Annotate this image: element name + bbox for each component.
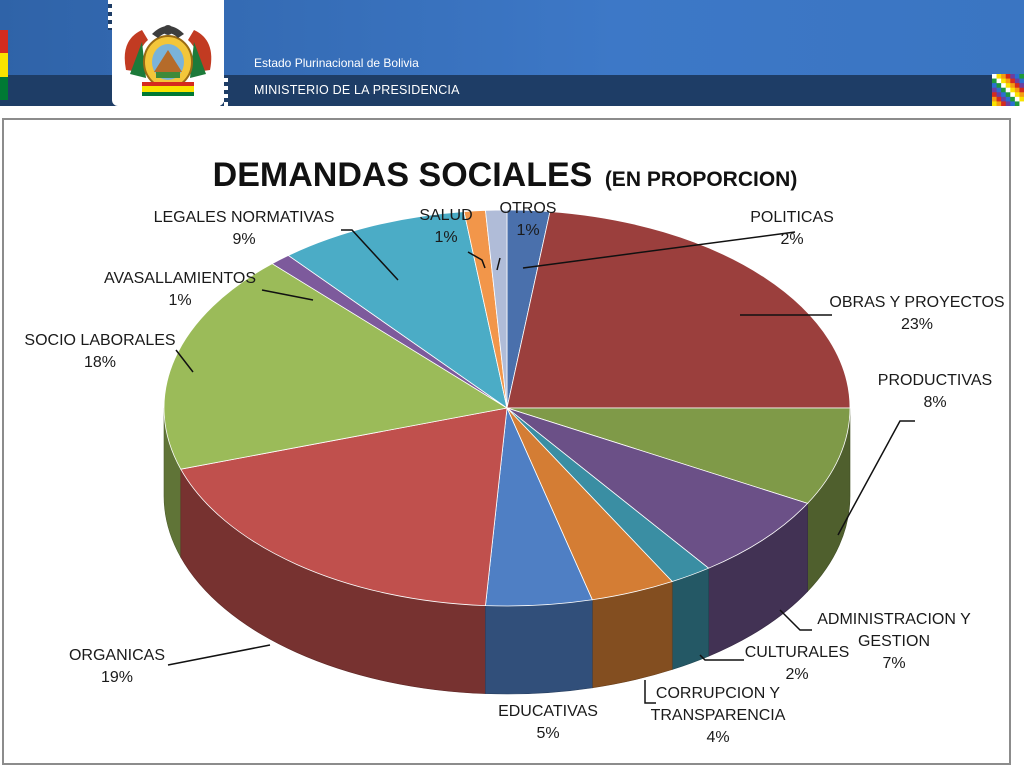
pie-slice-socio-laborales (163, 263, 509, 470)
header-subtitle: Estado Plurinacional de Bolivia (254, 56, 419, 70)
leader-line-salud (467, 251, 486, 269)
slice-label-culturales: CULTURALES 2% (745, 644, 850, 683)
slide-header: Estado Plurinacional de Bolivia MINISTER… (0, 0, 1024, 106)
pie-slice-otros (485, 209, 508, 409)
leader-line-administracion-y-gestion (779, 609, 812, 631)
leader-line-politicas (522, 231, 796, 269)
svg-text:DEMANDAS SOCIALES (EN PROP: DEMANDAS SOCIALES (EN PROPORCION) (213, 156, 798, 194)
pie-slice-side-educativas (485, 599, 593, 695)
leader-line-otros (496, 257, 501, 271)
slice-label-avasallamientos: AVASALLAMIENTOS 1% (104, 270, 256, 309)
leader-line-corrupcion-y-transparencia (644, 680, 656, 704)
leader-line-avasallamientos (261, 289, 314, 301)
leader-line-organicas (167, 644, 271, 666)
slice-label-organicas: ORGANICAS 19% (69, 647, 165, 686)
slice-label-salud: SALUD 1% (419, 207, 472, 246)
slice-label-legales-normativas: LEGALES NORMATIVAS 9% (154, 209, 335, 248)
pie-slice-organicas (180, 407, 508, 607)
slice-label-obras-y-proyectos: OBRAS Y PROYECTOS 23% (829, 294, 1004, 333)
pie-slice-administracion-y-gestion (506, 407, 809, 569)
leader-line-socio-laborales (175, 349, 194, 373)
bolivia-flag-strip (0, 30, 8, 100)
chart-title-suffix: (EN PROPORCION) (605, 168, 798, 191)
slice-label-politicas: POLITICAS 2% (750, 209, 834, 248)
pie-slice-side-culturales (671, 567, 709, 670)
leader-line-productivas (837, 420, 915, 536)
pie-slice-obras-y-proyectos (506, 211, 851, 409)
slice-label-administracion-y-gestion: ADMINISTRACION Y GESTION 7% (817, 611, 971, 672)
slice-label-otros: OTROS 1% (500, 200, 557, 239)
bolivia-coat-of-arms-icon (112, 0, 224, 106)
leader-line-legales-normativas (341, 229, 399, 281)
header-ministry-title: MINISTERIO DE LA PRESIDENCIA (254, 83, 460, 97)
chart-frame (2, 118, 1011, 765)
slice-label-socio-laborales: SOCIO LABORALES 18% (24, 332, 175, 371)
leader-line-culturales (699, 654, 744, 661)
slice-label-educativas: EDUCATIVAS 5% (498, 703, 598, 742)
wiphala-flag-icon (992, 74, 1024, 106)
slice-label-corrupcion-y-transparencia: CORRUPCION Y TRANSPARENCIA 4% (651, 685, 786, 746)
pie-slice-legales-normativas (287, 211, 508, 409)
chart-title: DEMANDAS SOCIALES (213, 156, 593, 194)
pie-slice-productivas (506, 407, 851, 504)
slice-label-productivas: PRODUCTIVAS 8% (878, 372, 992, 411)
